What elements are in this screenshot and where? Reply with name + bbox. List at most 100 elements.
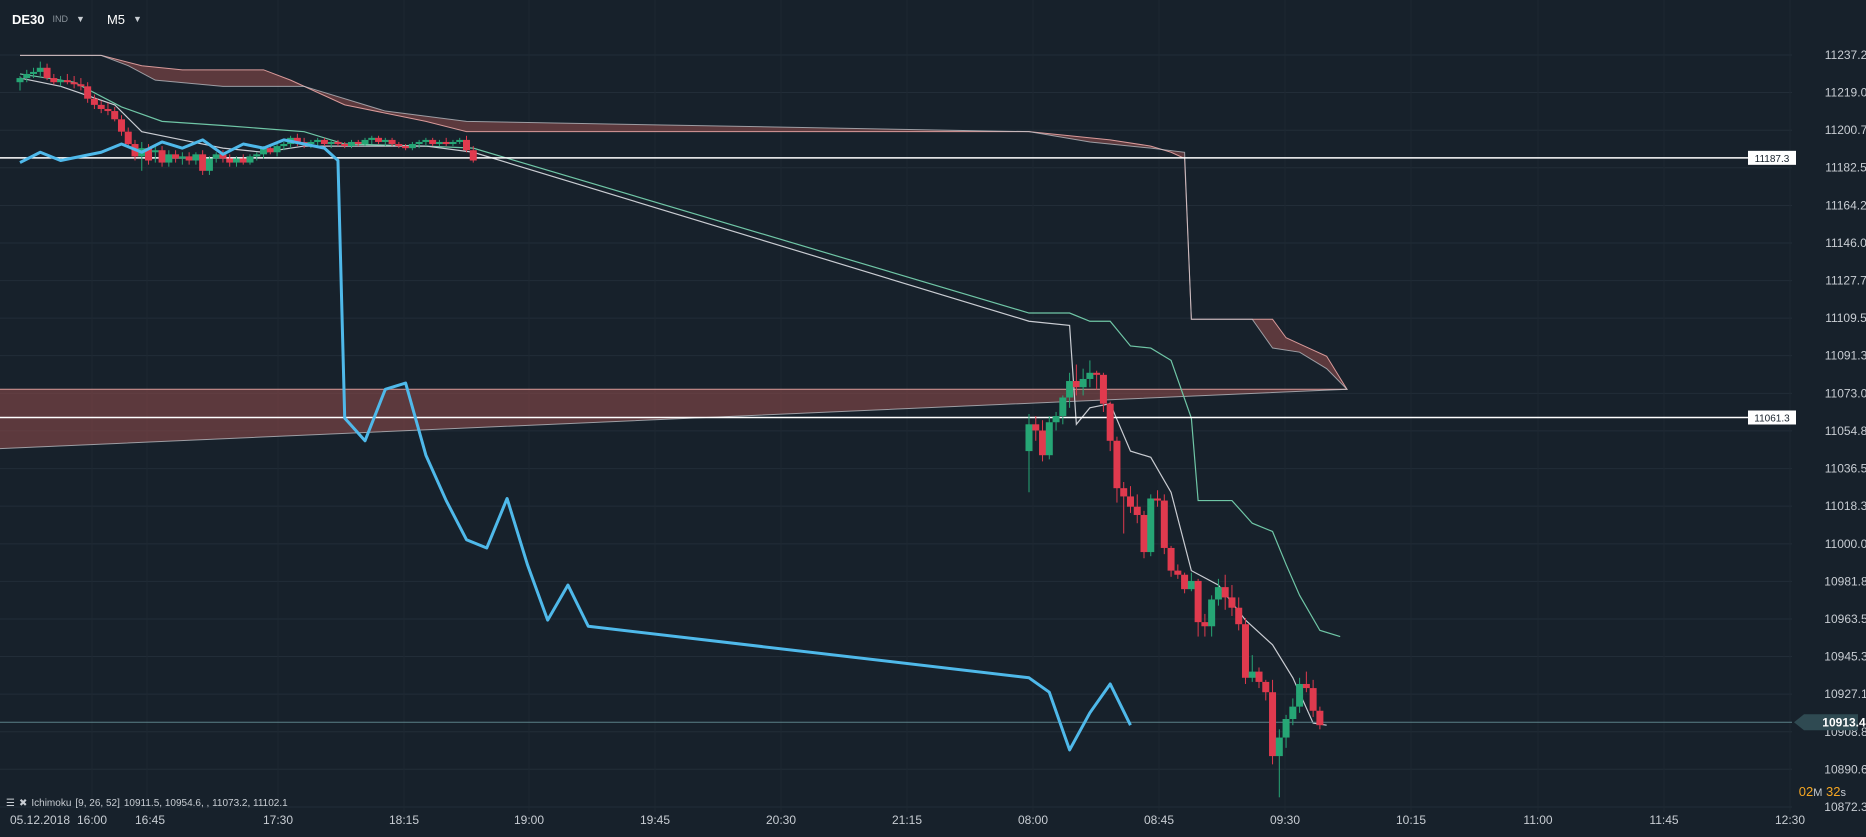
candle-body [1255,671,1263,682]
time-tick-label: 20:30 [766,813,796,827]
candle-body [1045,422,1053,456]
countdown-minutes-unit: M [1813,787,1823,799]
candle-body [1241,624,1249,678]
senkou-span-a-line [0,54,1348,390]
price-tick-label: 11000.0 [1825,537,1866,551]
time-tick-label: 11:00 [1523,813,1552,827]
candle-body [1302,683,1310,689]
candle-body [219,154,227,159]
price-tick-label: 10945.3 [1824,650,1866,664]
candle-body [462,139,470,151]
price-tick-label: 11073.0 [1825,386,1866,400]
price-tick-label: 11018.3 [1825,499,1866,513]
candle-body [1052,416,1060,423]
price-axis[interactable]: 11237.2 11219.0 11200.7 11182.5 11164.2 11146… [1794,48,1866,814]
candle-body [1228,597,1236,608]
time-tick-label: 18:15 [389,813,419,827]
candle-body [1289,706,1297,720]
candle-body [1296,683,1304,707]
price-tick-label: 11146.0 [1825,236,1866,250]
candle-body [368,137,376,140]
time-tick-label: 19:45 [640,813,670,827]
candle-body [341,144,349,147]
candle-body [158,150,166,163]
candle-body [30,71,38,74]
candle-body [314,139,322,142]
candle-body [260,148,268,155]
candle-body [1269,692,1277,757]
ichimoku-cloud [0,54,1349,450]
candle-body [1066,381,1074,398]
price-tick-label: 10872.3 [1824,800,1866,814]
symbol-selector[interactable]: DE30 [12,11,45,27]
price-tick-label: 10927.1 [1824,687,1866,701]
time-tick-label: 17:30 [263,813,293,827]
candle-body [1133,506,1141,515]
current-price-tag [1794,714,1858,731]
candle-body [145,148,153,161]
candle-body [1140,514,1148,553]
candle-body [151,150,159,153]
candle-body [1201,622,1209,627]
candle-body [1316,710,1324,726]
candle-body [334,141,342,145]
candle-countdown: 02M 32s [1799,784,1846,799]
candle-body [1099,374,1107,404]
horizontal-level-label: 11061.3 [1754,414,1790,425]
candle-body [1154,498,1162,501]
time-tick-label: 16:45 [135,813,165,827]
candle-body [395,144,403,147]
candle-body [50,78,58,83]
candle-body [212,154,220,159]
candle-body [43,67,51,79]
candle-body [273,146,281,153]
candle-body [442,141,450,145]
candle-body [172,154,180,159]
candle-body [192,154,200,161]
timeframe-selector[interactable]: M5 [106,11,126,27]
candle-body [63,80,71,83]
candle-body [422,139,430,142]
indicator-name: Ichimoku [31,798,72,809]
candle-body [1248,671,1256,678]
candle-body [232,158,240,163]
candle-body [1309,688,1317,711]
kijun-sen-line [19,73,1341,638]
candle-body [1126,496,1134,507]
candle-body [246,156,254,163]
current-price-label: 10913.4 [1822,715,1866,729]
price-tick-label: 11127.7 [1825,274,1866,288]
horizontal-levels[interactable]: 11187.3 11061.3 [0,150,1796,723]
horizontal-level-label-box [1748,410,1796,425]
candle-body [1120,488,1128,497]
price-tick-label: 11200.7 [1825,123,1866,137]
time-axis[interactable]: 05.12.2018 16:00 16:45 17:30 18:15 19:00 19:45… [10,813,1805,827]
timeframe-dropdown-icon[interactable]: ▼ [133,14,142,24]
price-tick-label: 10963.5 [1824,612,1866,626]
time-tick-label: 12:30 [1775,813,1805,827]
ichimoku-cloud-fill [0,55,1347,449]
candle-body [469,150,477,161]
candle-body [320,139,328,145]
symbol-dropdown-icon[interactable]: ▼ [76,14,85,24]
candle-body [23,73,31,79]
candle-body [1187,580,1195,590]
horizontal-level-label: 11187.3 [1755,154,1790,165]
time-tick-label: 08:00 [1018,813,1048,827]
candle-body [90,98,98,105]
indicator-remove-icon[interactable]: ✖ [18,798,28,809]
candle-body [1086,372,1094,379]
price-tick-label: 11109.5 [1825,311,1866,325]
candle-body [199,154,207,171]
candle-body [361,139,369,145]
time-tick-label: 19:00 [514,813,544,827]
candle-body [1160,500,1168,548]
candle-body [1106,403,1114,441]
candle-body [178,156,186,159]
candle-body [388,139,396,145]
indicator-legend[interactable]: ☰ ✖ Ichimoku [9, 26, 52] 10911.5, 10954.… [6,798,288,809]
indicator-settings-icon[interactable]: ☰ [6,798,15,809]
chart-toolbar: DE30 IND ▼ M5 ▼ [0,0,156,38]
candle-body [449,141,457,145]
